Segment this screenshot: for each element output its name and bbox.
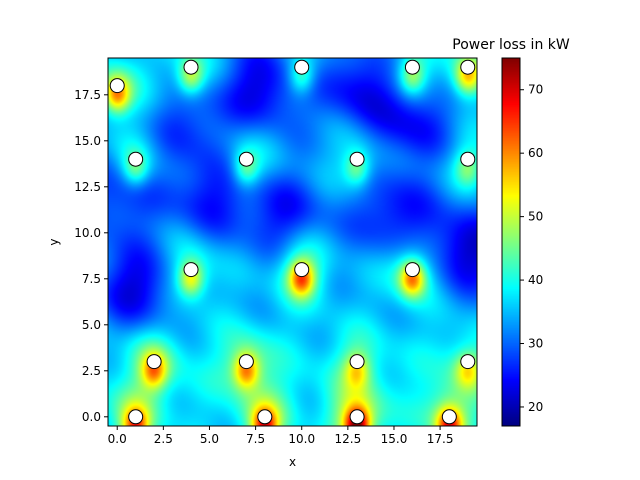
colorbar-tick-label: 60 xyxy=(528,146,543,160)
y-tick-label: 15.0 xyxy=(74,134,101,148)
y-tick-label: 7.5 xyxy=(82,272,101,286)
heater-marker xyxy=(404,262,420,278)
heater-marker xyxy=(109,78,125,94)
heater-marker xyxy=(183,59,199,75)
y-axis: 0.0 2.5 5.0 7.5 10.0 12.5 15.0 17.5 xyxy=(74,88,108,424)
colorbar-tick-label: 20 xyxy=(528,400,543,414)
x-tick-label: 15.0 xyxy=(381,432,408,446)
x-tick-label: 10.0 xyxy=(288,432,315,446)
marker-layer xyxy=(109,59,476,425)
heater-marker xyxy=(183,262,199,278)
x-tick-label: 17.5 xyxy=(427,432,454,446)
colorbar-tick-label: 70 xyxy=(528,83,543,97)
heater-marker xyxy=(238,354,254,370)
colorbar-gradient xyxy=(502,58,520,426)
heater-marker xyxy=(349,409,365,425)
y-tick-label: 2.5 xyxy=(82,364,101,378)
x-tick-label: 5.0 xyxy=(200,432,219,446)
heater-marker xyxy=(441,409,457,425)
plot-frame xyxy=(107,57,478,427)
y-tick-label: 10.0 xyxy=(74,226,101,240)
y-tick-label: 17.5 xyxy=(74,88,101,102)
x-axis-label: x xyxy=(289,455,296,469)
heatmap-image xyxy=(108,58,477,426)
heater-marker xyxy=(128,409,144,425)
y-tick-label: 0.0 xyxy=(82,410,101,424)
colorbar: 20 30 40 50 60 70 xyxy=(501,57,543,427)
plot-area xyxy=(107,57,478,427)
heater-marker xyxy=(146,354,162,370)
x-tick-label: 0.0 xyxy=(108,432,127,446)
y-axis-label: y xyxy=(47,238,61,245)
colorbar-frame xyxy=(501,57,521,427)
x-tick-label: 7.5 xyxy=(246,432,265,446)
heater-marker xyxy=(294,59,310,75)
y-tick-label: 5.0 xyxy=(82,318,101,332)
heater-marker xyxy=(349,354,365,370)
heater-marker xyxy=(349,151,365,167)
colorbar-label: Power loss in kW xyxy=(452,37,570,53)
colorbar-ticks: 20 30 40 50 60 70 xyxy=(520,83,543,414)
y-tick-label: 12.5 xyxy=(74,180,101,194)
heater-marker xyxy=(460,151,476,167)
x-tick-label: 2.5 xyxy=(154,432,173,446)
heater-marker xyxy=(128,151,144,167)
colorbar-tick-label: 40 xyxy=(528,273,543,287)
x-tick-label: 12.5 xyxy=(334,432,361,446)
heater-marker xyxy=(257,409,273,425)
heater-marker xyxy=(460,59,476,75)
heater-marker xyxy=(238,151,254,167)
x-axis: 0.0 2.5 5.0 7.5 10.0 12.5 15.0 17.5 xyxy=(108,426,454,446)
colorbar-tick-label: 30 xyxy=(528,337,543,351)
heater-marker xyxy=(294,262,310,278)
heater-marker xyxy=(404,59,420,75)
colorbar-tick-label: 50 xyxy=(528,210,543,224)
heater-marker xyxy=(460,354,476,370)
